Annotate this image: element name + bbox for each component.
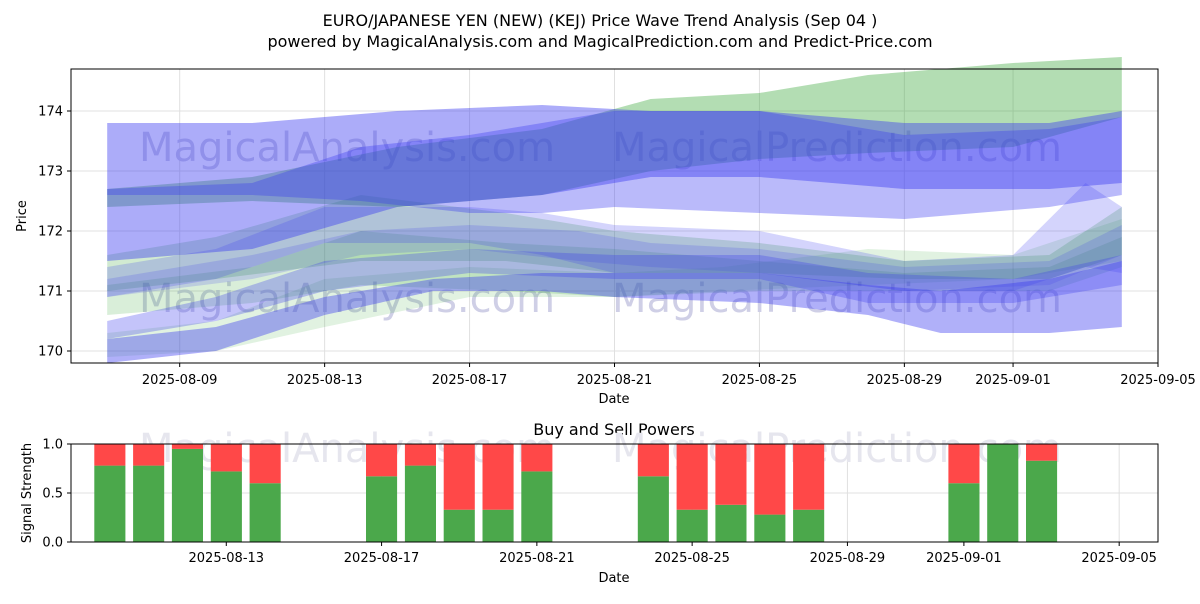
price-band-4 <box>107 219 1122 357</box>
buy-bar <box>94 465 126 542</box>
buy-sell-x-tick-label: 2025-08-25 <box>654 551 730 566</box>
buy-bar <box>210 471 242 542</box>
price-x-tick-label: 2025-08-17 <box>432 373 508 388</box>
price-y-tick-label: 173 <box>38 165 63 180</box>
figure-subtitle: powered by MagicalAnalysis.com and Magic… <box>267 32 932 51</box>
buy-sell-x-ticks: 2025-08-13 2025-08-17 2025-08-21 2025-08-25… <box>189 542 1157 566</box>
price-x-tick-label: 2025-08-29 <box>867 373 943 388</box>
buy-bar <box>793 509 825 542</box>
sell-bar <box>210 444 242 472</box>
buy-sell-x-tick-label: 2025-08-21 <box>499 551 575 566</box>
buy-sell-x-tick-label: 2025-09-05 <box>1081 551 1157 566</box>
price-y-tick-label: 170 <box>38 345 63 360</box>
price-band-5 <box>107 105 1122 261</box>
price-x-ticks: 2025-08-09 2025-08-13 2025-08-17 2025-08-21… <box>142 363 1196 388</box>
price-x-tick-label: 2025-08-25 <box>722 373 798 388</box>
buy-bar <box>948 483 980 542</box>
buy-bar <box>482 509 514 542</box>
buy-sell-y-label: Signal Strength <box>20 443 35 543</box>
sell-bar <box>249 444 281 484</box>
buy-sell-y-tick-label: 0.0 <box>42 536 63 551</box>
buy-bar <box>754 514 786 542</box>
price-wave-chart: MagicalAnalysis.com MagicalPrediction.co… <box>15 57 1196 407</box>
buy-sell-title: Buy and Sell Powers <box>533 420 695 439</box>
sell-bar <box>404 444 436 466</box>
price-band-1 <box>107 57 1122 207</box>
sell-bar <box>948 444 980 484</box>
price-band-3 <box>107 231 1122 315</box>
buy-sell-y-tick-label: 0.5 <box>42 487 63 502</box>
buy-bar <box>987 444 1019 542</box>
watermark-analysis-top: MagicalAnalysis.com <box>139 125 555 171</box>
price-y-ticks: 170 171 172 173 174 <box>38 105 71 360</box>
buy-bar <box>676 509 708 542</box>
buy-sell-x-tick-label: 2025-09-01 <box>926 551 1002 566</box>
price-x-tick-label: 2025-09-05 <box>1120 373 1196 388</box>
buy-bar <box>366 476 398 542</box>
buy-bar <box>521 471 553 542</box>
buy-bar <box>249 483 281 542</box>
sell-bar <box>1026 444 1058 461</box>
buy-sell-chart: Buy and Sell Powers MagicalAnalysis.com … <box>20 420 1159 586</box>
buy-sell-y-tick-label: 1.0 <box>42 438 63 453</box>
sell-bar <box>521 444 553 472</box>
buy-bar <box>443 509 475 542</box>
sell-bar <box>94 444 126 466</box>
price-watermarks: MagicalAnalysis.com MagicalPrediction.co… <box>139 125 1062 322</box>
sell-bar <box>715 444 747 505</box>
buy-sell-x-label: Date <box>598 571 629 586</box>
sell-bar <box>637 444 669 477</box>
price-bands <box>107 57 1122 363</box>
watermark-prediction-top: MagicalPrediction.com <box>612 125 1062 171</box>
buy-bar <box>1026 460 1058 542</box>
price-x-tick-label: 2025-09-01 <box>975 373 1051 388</box>
buy-bar <box>715 504 747 542</box>
sell-bar <box>133 444 165 466</box>
price-y-tick-label: 174 <box>38 105 63 120</box>
buy-sell-y-ticks: 0.0 0.5 1.0 <box>42 438 71 551</box>
price-band-6 <box>107 111 1122 219</box>
price-y-tick-label: 171 <box>38 285 63 300</box>
watermark-prediction-bottom: MagicalPrediction.com <box>612 276 1062 322</box>
price-band-10 <box>107 249 1122 339</box>
sell-bar <box>676 444 708 510</box>
sell-bar <box>443 444 475 510</box>
price-band-9 <box>107 261 1122 363</box>
buy-sell-x-tick-label: 2025-08-17 <box>344 551 420 566</box>
buy-bar <box>133 465 165 542</box>
price-band-2 <box>107 195 1122 291</box>
sell-bar <box>366 444 398 477</box>
price-band-7 <box>107 183 1122 297</box>
buy-sell-x-tick-label: 2025-08-29 <box>810 551 886 566</box>
price-x-tick-label: 2025-08-13 <box>287 373 363 388</box>
buy-sell-x-tick-label: 2025-08-13 <box>189 551 265 566</box>
figure-title: EURO/JAPANESE YEN (NEW) (KEJ) Price Wave… <box>323 11 878 30</box>
price-y-label: Price <box>15 200 30 232</box>
sell-bar <box>171 444 203 449</box>
price-x-tick-label: 2025-08-21 <box>577 373 653 388</box>
buy-bar <box>171 448 203 542</box>
buy-bar <box>637 476 669 542</box>
sell-bar <box>793 444 825 510</box>
price-x-tick-label: 2025-08-09 <box>142 373 218 388</box>
buy-sell-bars <box>94 444 1058 542</box>
price-x-label: Date <box>598 392 629 407</box>
sell-bar <box>754 444 786 515</box>
buy-bar <box>404 465 436 542</box>
price-y-tick-label: 172 <box>38 225 63 240</box>
price-band-8 <box>107 225 1122 297</box>
sell-bar <box>482 444 514 510</box>
watermark-analysis-bottom: MagicalAnalysis.com <box>139 276 555 322</box>
